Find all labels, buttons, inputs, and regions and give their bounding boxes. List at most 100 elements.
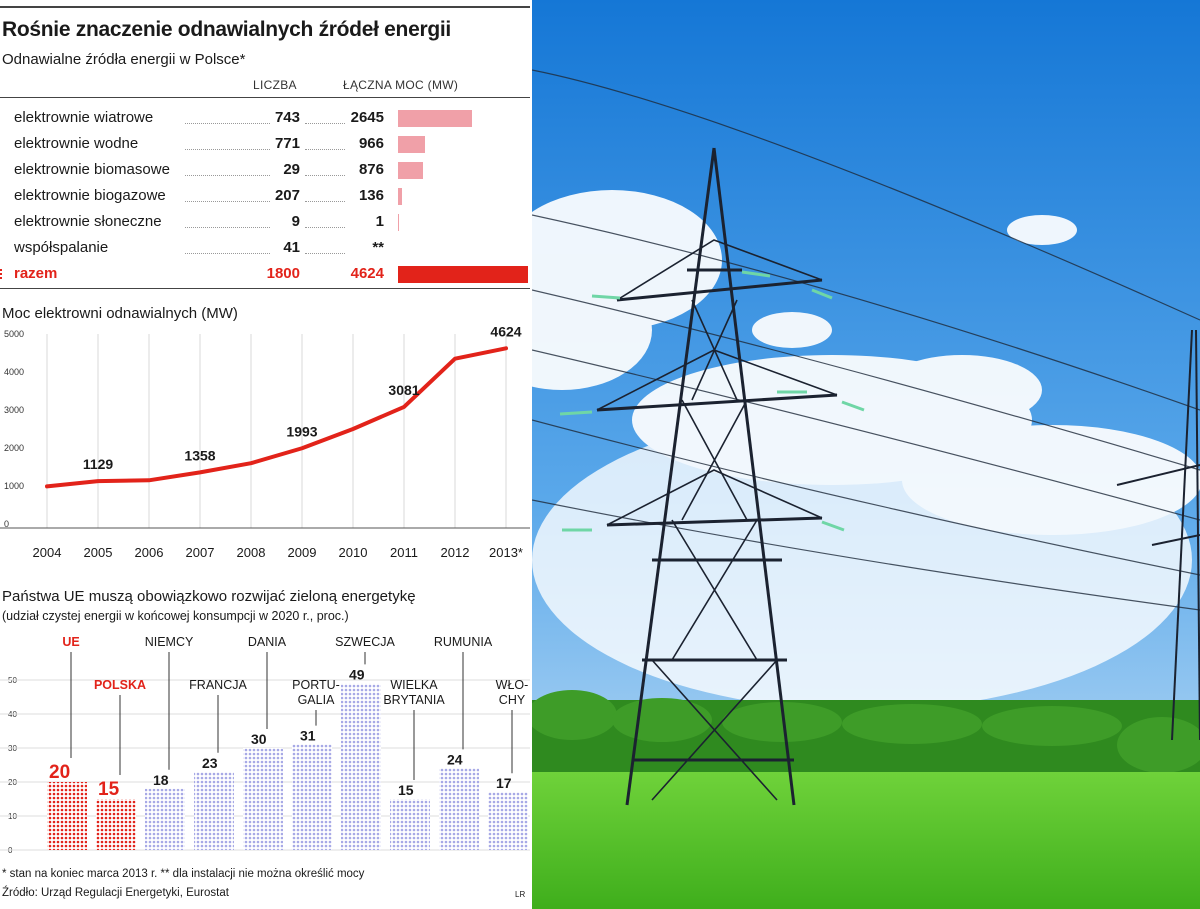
column-header-power: ŁĄCZNA MOC (MW) xyxy=(343,78,459,92)
category-label: DANIA xyxy=(248,635,287,649)
y-tick-label: 0 xyxy=(4,519,9,529)
leader-dots xyxy=(305,227,345,228)
power-bar xyxy=(398,214,399,231)
y-tick-label: 1000 xyxy=(4,481,24,491)
leader-dots xyxy=(305,175,345,176)
leader-dots xyxy=(305,201,345,202)
x-tick-label: 2004 xyxy=(33,545,62,560)
bar-value-label: 20 xyxy=(49,762,70,783)
x-tick-label: 2007 xyxy=(186,545,215,560)
data-label: 3081 xyxy=(388,382,419,398)
bar xyxy=(194,771,234,850)
table-subtitle: Odnawialne źródła energii w Polsce* xyxy=(2,51,246,68)
table-row-count: 9 xyxy=(291,213,300,230)
leader-dots xyxy=(185,253,270,254)
data-label: 1129 xyxy=(83,456,114,472)
table-header-rule xyxy=(0,97,530,98)
total-count: 1800 xyxy=(266,265,300,282)
bar-value-label: 18 xyxy=(153,772,169,788)
bar-chart: 0102030405020UE15POLSKA18NIEMCY23FRANCJA… xyxy=(0,635,530,855)
bar-value-label: 17 xyxy=(496,775,512,791)
x-tick-label: 2008 xyxy=(237,545,266,560)
category-label: WIELKA xyxy=(390,678,438,692)
table-row-count: 771 xyxy=(274,135,300,152)
power-line-photo xyxy=(532,0,1200,909)
table-row-power: 966 xyxy=(358,135,384,152)
x-tick-label: 2013* xyxy=(489,545,523,560)
leader-dots xyxy=(185,175,270,176)
power-bar xyxy=(398,162,423,179)
category-label: GALIA xyxy=(298,693,335,707)
x-tick-label: 2011 xyxy=(390,545,418,560)
category-label: POLSKA xyxy=(94,678,146,692)
category-label: BRYTANIA xyxy=(383,693,445,707)
y-tick-label: 3000 xyxy=(4,405,24,415)
leader-dots xyxy=(185,123,270,124)
table-row-count: 207 xyxy=(274,187,300,204)
x-tick-label: 2005 xyxy=(84,545,113,560)
table-row-power: 876 xyxy=(358,161,384,178)
y-tick-label: 2000 xyxy=(4,443,24,453)
category-label: CHY xyxy=(499,693,526,707)
data-label: 1358 xyxy=(184,447,215,463)
tree-crowns xyxy=(532,690,1200,773)
category-label: UE xyxy=(62,635,79,649)
leader-dots xyxy=(305,123,345,124)
x-tick-label: 2012 xyxy=(441,545,470,560)
pylon-field-illustration xyxy=(532,0,1200,909)
table-row-label: elektrownie biogazowe xyxy=(14,187,166,204)
x-tick-label: 2006 xyxy=(135,545,164,560)
leader-dots xyxy=(185,201,270,202)
table-bottom-rule xyxy=(0,288,530,289)
top-rule xyxy=(0,6,530,8)
pylon-lattice xyxy=(596,239,838,801)
power-bar xyxy=(398,136,426,153)
bar xyxy=(96,799,136,850)
category-label: NIEMCY xyxy=(145,635,194,649)
distant-pylon xyxy=(1116,329,1200,741)
bar-value-label: 31 xyxy=(300,728,316,744)
leader-dots xyxy=(305,253,345,254)
series-line xyxy=(45,346,508,489)
y-tick-label: 4000 xyxy=(4,367,24,377)
category-label: RUMUNIA xyxy=(434,635,493,649)
bar-value-label: 49 xyxy=(349,666,365,682)
infographic-title: Rośnie znaczenie odnawialnych źródeł ene… xyxy=(2,18,451,41)
category-label: PORTU- xyxy=(292,678,340,692)
table-row-power: 2645 xyxy=(350,109,384,126)
leader-dots xyxy=(185,227,270,228)
footer-credit: LR xyxy=(515,890,526,899)
leader-dots xyxy=(185,149,270,150)
total-power: 4624 xyxy=(350,265,384,282)
bar xyxy=(47,782,87,850)
table-row-count: 743 xyxy=(274,109,300,126)
power-bar xyxy=(398,188,402,205)
bar-value-label: 15 xyxy=(398,782,414,798)
total-marker xyxy=(0,269,8,279)
category-label: SZWECJA xyxy=(335,635,395,649)
infographic-panel: Rośnie znaczenie odnawialnych źródeł ene… xyxy=(0,0,532,909)
bar xyxy=(390,799,430,850)
bar xyxy=(341,683,381,850)
table-row-label: elektrownie wiatrowe xyxy=(14,109,154,126)
total-row-label: razem xyxy=(14,265,58,282)
y-tick-label: 5000 xyxy=(4,329,24,339)
data-label: 1993 xyxy=(286,423,317,439)
table-row-power: 1 xyxy=(375,213,384,230)
power-bar xyxy=(398,110,473,127)
x-tick-label: 2010 xyxy=(339,545,368,560)
category-label: FRANCJA xyxy=(189,678,247,692)
leader-dots xyxy=(305,149,345,150)
table-row-count: 41 xyxy=(283,239,300,256)
bar-value-label: 23 xyxy=(202,755,218,771)
bar xyxy=(145,788,185,850)
bar-value-label: 15 xyxy=(98,779,120,800)
main-pylon xyxy=(596,147,838,806)
x-tick-label: 2009 xyxy=(288,545,317,560)
table-row-power: ** xyxy=(372,239,384,256)
bar xyxy=(243,748,283,850)
total-power-bar xyxy=(398,266,528,283)
bar-value-label: 30 xyxy=(251,731,267,747)
footer-source: Źródło: Urząd Regulacji Energetyki, Euro… xyxy=(2,887,229,899)
footer-note: * stan na koniec marca 2013 r. ** dla in… xyxy=(2,868,365,880)
